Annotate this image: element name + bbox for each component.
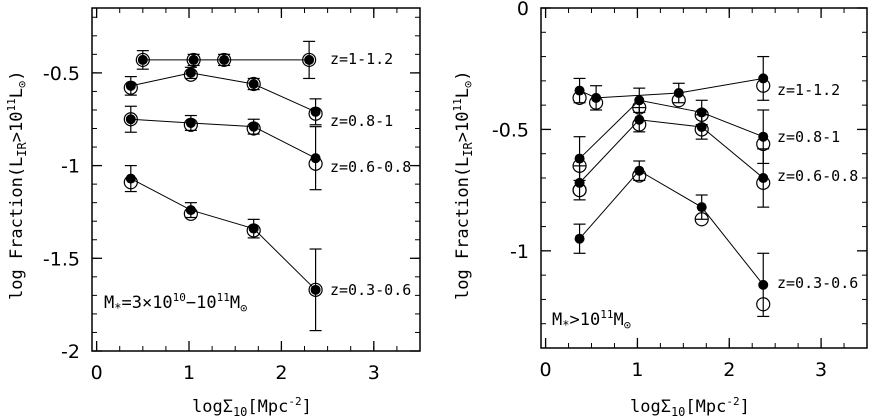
left-y-axis-label: log Fraction(LIR>1011L⊙): [5, 71, 29, 300]
left-open-point: [308, 282, 323, 297]
left-plot-frame: [91, 7, 421, 352]
right-filled-point: [758, 173, 769, 183]
right-series-line: [579, 77, 764, 99]
right-filled-point: [758, 131, 769, 142]
right-open-point: [572, 183, 587, 198]
left-filled-point: [188, 54, 199, 65]
right-panel: 0 1 2 3 -1 -0.5 0 z=1-1.2 z=0.8-1 z=0.6-0.8 z=0.3…: [451, 0, 868, 417]
left-series: z=1-1.2 z=0.8-1 z=0.6-0.8 z=0.3-0.6: [123, 40, 411, 332]
left-filled-point: [248, 79, 259, 90]
left-filled-point: [125, 80, 136, 91]
right-filled-point: [634, 114, 645, 125]
left-filled-point: [185, 205, 196, 216]
left-open-point: [217, 52, 232, 68]
left-panel: 0 1 2 3 -2 -1.5 -1 -0.5 z=1-1.2 z=0.8-1 z=0.6-0.8…: [5, 7, 421, 417]
right-open-point: [694, 212, 709, 227]
left-open-point: [123, 112, 138, 127]
right-filled-point: [696, 122, 707, 132]
right-series-label: z=0.8-1: [777, 128, 840, 146]
left-filled-point: [137, 54, 148, 65]
right-y-axis-label: log Fraction(LIR>1011L⊙): [451, 71, 475, 300]
left-x-axis-label: logΣ10[Mpc-2]: [192, 395, 312, 417]
left-open-point: [302, 52, 317, 68]
left-filled-point: [304, 54, 315, 65]
right-x-tick-label: 2: [723, 359, 735, 381]
right-series-line: [579, 99, 764, 159]
right-filled-point: [758, 279, 769, 290]
right-series-label: z=0.6-0.8: [777, 167, 858, 185]
right-series: z=1-1.2 z=0.8-1 z=0.6-0.8 z=0.3-0.6: [572, 55, 858, 318]
left-filled-point: [248, 223, 259, 234]
right-filled-point: [758, 73, 769, 84]
right-x-tick-label: 0: [540, 359, 552, 381]
left-open-point: [135, 52, 150, 68]
left-filled-point: [310, 153, 321, 164]
left-filled-point: [185, 67, 196, 78]
left-series-line: [130, 118, 316, 159]
right-y-tick-label: -0.5: [492, 119, 529, 141]
left-x-tick-label: 2: [275, 362, 287, 384]
right-series-line: [579, 119, 764, 184]
left-filled-point: [185, 117, 196, 128]
right-mass-label: M*>1011M⊙: [552, 308, 631, 332]
left-y-tick-label: -1: [61, 156, 80, 178]
right-x-tick-label: 1: [631, 359, 643, 381]
left-series-label: z=1-1.2: [330, 50, 393, 68]
left-filled-point: [125, 173, 136, 184]
right-filled-point: [574, 153, 585, 164]
right-filled-point: [574, 177, 585, 188]
left-y-tick-label: -2: [61, 341, 80, 363]
left-open-point: [186, 52, 201, 68]
left-series-line: [130, 72, 316, 113]
left-axes: 0 1 2 3 -2 -1.5 -1 -0.5: [43, 8, 421, 384]
left-filled-point: [310, 284, 321, 295]
left-series-label: z=0.8-1: [330, 112, 393, 130]
left-filled-point: [310, 106, 321, 117]
right-open-point: [756, 297, 771, 312]
left-filled-point: [219, 54, 230, 65]
right-series-label: z=0.3-0.6: [777, 274, 858, 292]
right-x-tick-label: 3: [815, 359, 827, 381]
left-open-point: [246, 76, 261, 92]
left-series-line: [130, 178, 316, 291]
left-series-label: z=0.6-0.8: [330, 158, 411, 176]
left-filled-point: [125, 114, 136, 125]
right-series-label: z=1-1.2: [777, 81, 840, 99]
left-x-tick-label: 1: [183, 362, 195, 384]
left-y-tick-label: -1.5: [43, 248, 80, 270]
right-filled-point: [574, 85, 585, 96]
right-filled-point: [634, 95, 645, 106]
right-axes: 0 1 2 3 -1 -0.5 0: [492, 0, 868, 381]
right-filled-point: [574, 233, 585, 244]
left-y-tick-label: -0.5: [43, 63, 80, 85]
right-filled-point: [591, 92, 602, 103]
left-x-tick-label: 3: [368, 362, 380, 384]
left-mass-label: M*=3×1010−1011M⊙: [104, 291, 247, 315]
left-series-label: z=0.3-0.6: [330, 281, 411, 299]
right-y-tick-label: -1: [510, 241, 529, 263]
right-y-tick-label: 0: [517, 0, 529, 20]
left-filled-point: [248, 121, 259, 132]
left-x-tick-label: 0: [91, 362, 103, 384]
right-series-line: [579, 170, 764, 286]
right-filled-point: [696, 202, 707, 213]
right-filled-point: [634, 165, 645, 176]
right-x-axis-label: logΣ10[Mpc-2]: [630, 395, 750, 417]
right-filled-point: [673, 88, 684, 98]
